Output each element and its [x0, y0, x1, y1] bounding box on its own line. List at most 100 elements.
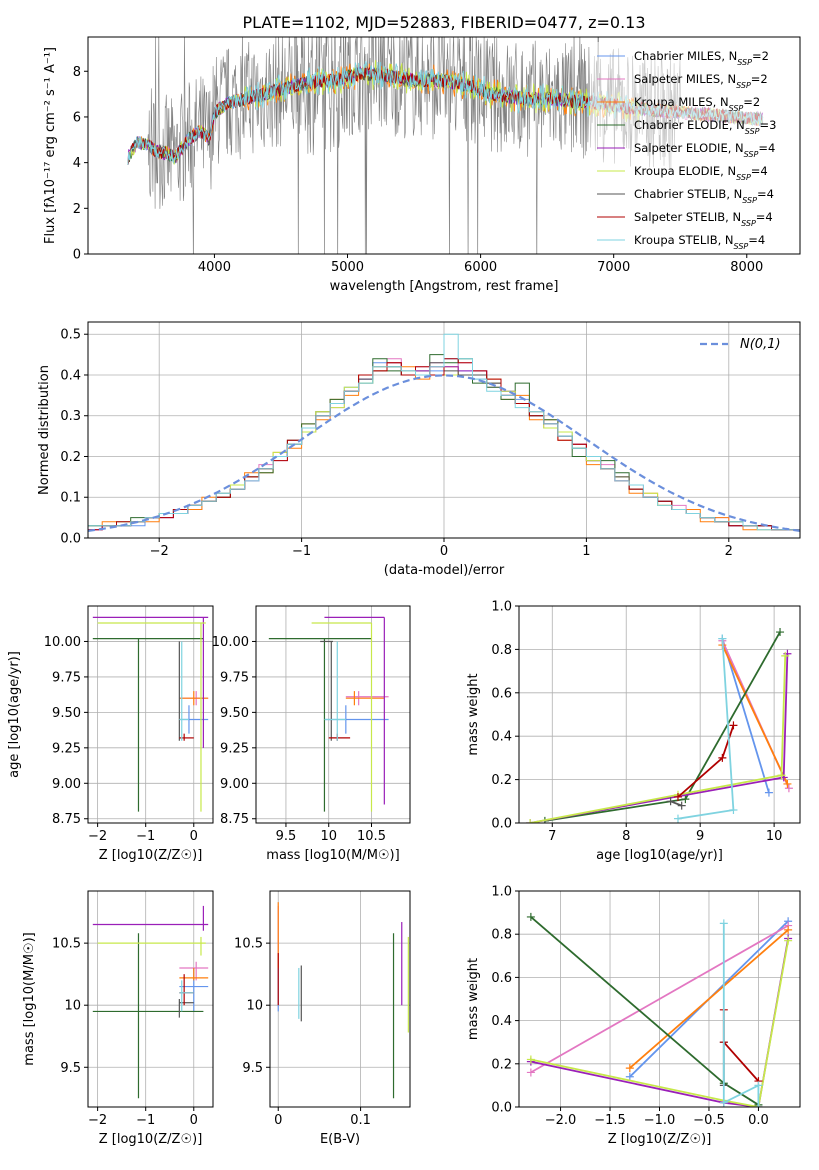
y-tick-label: 10.5 — [52, 937, 81, 952]
x-tick-label: 8 — [622, 829, 630, 844]
legend-entry-number: =2 — [751, 72, 768, 86]
plot-area — [88, 333, 800, 532]
y-tick-label: 0.2 — [60, 450, 81, 465]
legend-entry: Chabrier STELIB, NSSP=4 — [634, 187, 774, 205]
x-tick-label: −1.0 — [644, 1113, 676, 1128]
error-point-kroupa-stelib — [324, 641, 346, 741]
y-tick-label: 0.6 — [491, 971, 512, 986]
weight-marker — [719, 1098, 728, 1107]
x-tick-label: −2.0 — [545, 1113, 577, 1128]
y-axis-label: age [log10(age/yr)] — [7, 651, 22, 778]
panel-massweight-vs-Z: −2.0 −1.5 −1.0 −0.5 0.0 0.0 0.2 0.4 0.6 0.8 1.0 Z [… — [466, 885, 801, 1147]
panel-mass-vs-Z: −2 −1 0 9.5 10 10.5 Z [log10(Z/Z☉)] mass [log10… — [22, 890, 214, 1147]
x-tick-label: −1 — [136, 829, 155, 844]
x-tick-label: 6000 — [464, 260, 497, 275]
x-tick-label: 0 — [190, 1113, 198, 1128]
x-axis-label: Z [log10(Z/Z☉)] — [99, 1132, 203, 1147]
plot-area — [92, 905, 209, 1099]
y-tick-label: 0.0 — [60, 532, 81, 547]
weight-marker — [777, 771, 786, 780]
error-point-kroupa-elodie — [97, 936, 206, 956]
plot-area — [526, 912, 793, 1107]
y-tick-label: 0.0 — [491, 817, 512, 832]
legend-entry-subscript: SSP — [745, 127, 760, 136]
y-tick-label: 0 — [73, 248, 81, 263]
weight-line-kroupa-elodie — [529, 655, 787, 823]
y-tick-label: 1.0 — [491, 885, 512, 900]
y-tick-label: 10 — [64, 999, 81, 1014]
x-tick-label: 4000 — [198, 260, 231, 275]
x-axis-label: Z [log10(Z/Z☉)] — [99, 848, 203, 863]
legend-entry-subscript: SSP — [734, 242, 749, 251]
y-tick-label: 9.00 — [220, 777, 249, 792]
weight-marker — [754, 1081, 763, 1090]
weight-marker — [719, 919, 728, 928]
axes-frame — [87, 890, 214, 1108]
panel-age-vs-mass: 9.5 10 10.5 8.75 9.00 9.25 9.50 9.75 10.00 mass [… — [212, 605, 411, 863]
figure-title: PLATE=1102, MJD=52883, FIBERID=0477, z=0… — [242, 13, 645, 32]
panel-mass-vs-EBV: 0 0.1 9.5 10 10.5 E(B-V) — [234, 890, 411, 1147]
y-tick-label: 0.2 — [491, 1057, 512, 1072]
weight-line-kroupa-miles — [721, 644, 789, 785]
y-axis-label: Normed distribution — [37, 365, 52, 495]
y-tick-label: 9.5 — [242, 1061, 263, 1076]
weight-marker — [729, 805, 738, 814]
x-tick-label: −1.5 — [594, 1113, 626, 1128]
legend-entry-number: =4 — [758, 141, 775, 155]
weight-marker — [681, 795, 690, 804]
weight-line-chabrier-elodie — [544, 631, 781, 822]
error-point-kroupa-elodie — [97, 622, 206, 812]
weight-marker — [718, 753, 727, 762]
x-tick-label: 2 — [725, 544, 733, 559]
legend-entry-subscript: SSP — [742, 196, 757, 205]
y-tick-label: 2 — [73, 202, 81, 217]
error-point-kroupa-miles — [345, 691, 385, 706]
legend-entry: Chabrier MILES, NSSP=2 — [634, 49, 769, 67]
error-point-chabrier-stelib — [320, 640, 333, 741]
y-axis-label: mass weight — [466, 673, 481, 755]
weight-marker — [673, 814, 682, 823]
legend-entry-number: =3 — [760, 118, 777, 132]
legend-frame — [590, 42, 795, 248]
x-axis-label: E(B-V) — [320, 1132, 360, 1147]
x-tick-label: 7000 — [597, 260, 630, 275]
error-point-kroupa-stelib — [179, 641, 189, 741]
normal-curve — [88, 374, 800, 532]
y-tick-label: 0.4 — [60, 368, 81, 383]
x-tick-label: 0.0 — [748, 1113, 769, 1128]
legend-entry: Kroupa ELODIE, NSSP=4 — [634, 164, 768, 182]
weight-marker — [526, 912, 535, 921]
x-tick-label: 0 — [274, 1113, 282, 1128]
legend-entry: Salpeter STELIB, NSSP=4 — [634, 210, 773, 228]
y-axis-label: mass [log10(M/M☉)] — [22, 932, 37, 1065]
x-tick-label: −1 — [292, 544, 311, 559]
weight-line-kroupa-stelib — [722, 923, 760, 1107]
x-tick-label: 10.5 — [357, 829, 386, 844]
error-point-chabrier-elodie — [92, 933, 204, 1099]
x-tick-label: 7 — [548, 829, 556, 844]
axes-frame — [269, 890, 411, 1108]
error-point-salpeter-elodie — [92, 616, 209, 748]
x-tick-label: 9.5 — [276, 829, 297, 844]
legend-entry-subscript: SSP — [744, 150, 759, 159]
y-tick-label: 8.75 — [52, 812, 81, 827]
y-tick-label: 0.8 — [491, 928, 512, 943]
legend-entry-number: =4 — [756, 210, 773, 224]
legend-entry: Kroupa STELIB, NSSP=4 — [634, 233, 765, 251]
x-tick-label: 10 — [766, 829, 783, 844]
plot-area — [526, 628, 793, 823]
legend: Chabrier MILES, NSSP=2 Salpeter MILES, NS… — [590, 42, 795, 251]
axes-frame — [518, 605, 801, 824]
legend-entry: Chabrier ELODIE, NSSP=3 — [634, 118, 776, 136]
panel-massweight-vs-age: 7 8 9 10 0.0 0.2 0.4 0.6 0.8 1.0 age [log10(age/yr… — [466, 600, 801, 863]
error-point-kroupa-elodie — [311, 622, 373, 812]
y-tick-label: 0.0 — [491, 1101, 512, 1116]
y-tick-label: 10 — [246, 999, 263, 1014]
weight-marker — [718, 634, 727, 643]
legend-entry-subscript: SSP — [729, 104, 744, 113]
y-tick-label: 1.0 — [491, 600, 512, 615]
panel-age-vs-Z: −2 −1 0 8.75 9.00 9.25 9.50 9.75 10.00 Z [log10(Z… — [7, 605, 214, 863]
weight-line-chabrier-stelib — [670, 800, 683, 807]
y-tick-label: 0.1 — [60, 491, 81, 506]
x-tick-label: 5000 — [331, 260, 364, 275]
